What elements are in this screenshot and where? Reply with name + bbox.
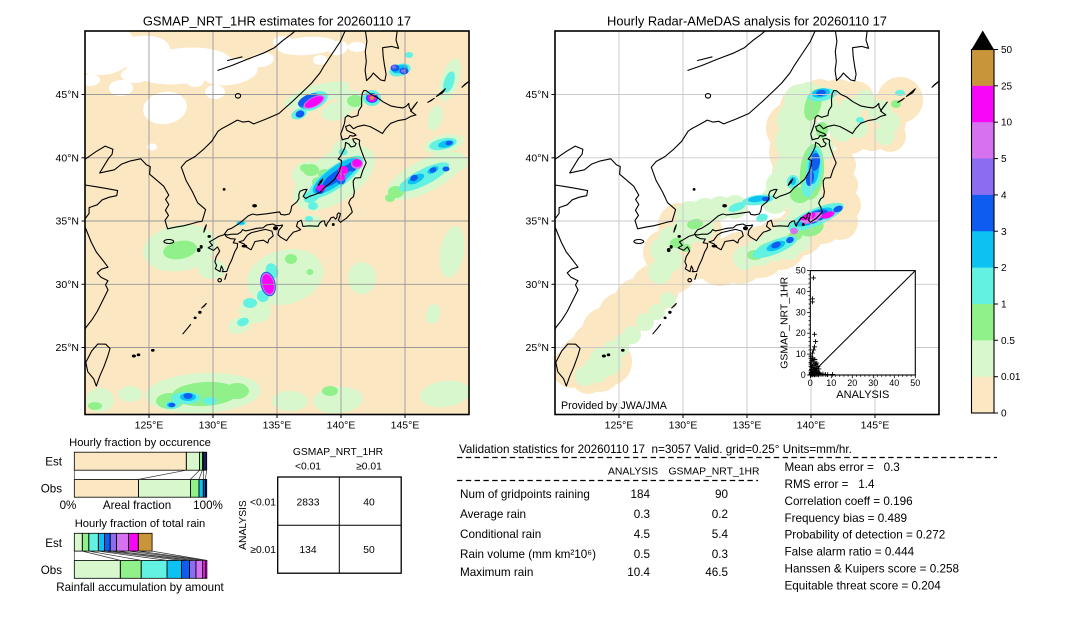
svg-text:40: 40 xyxy=(889,378,899,388)
svg-text:25°N: 25°N xyxy=(526,342,549,354)
svg-text:40°N: 40°N xyxy=(56,152,79,164)
svg-text:Hourly Radar-AMeDAS analysis f: Hourly Radar-AMeDAS analysis for 2026011… xyxy=(607,14,887,29)
svg-text:45°N: 45°N xyxy=(526,89,549,101)
svg-text:45°N: 45°N xyxy=(56,89,79,101)
svg-text:135°E: 135°E xyxy=(263,420,292,432)
svg-text:0: 0 xyxy=(801,370,806,380)
svg-text:145°E: 145°E xyxy=(391,420,420,432)
svg-text:Rain volume (mm km²10⁶): Rain volume (mm km²10⁶) xyxy=(460,548,596,561)
svg-text:Validation statistics for 2026: Validation statistics for 20260110 17 n=… xyxy=(459,443,852,456)
svg-text:145°E: 145°E xyxy=(861,420,890,432)
svg-text:100%: 100% xyxy=(193,499,223,512)
svg-text:4: 4 xyxy=(1001,190,1007,201)
svg-text:False alarm ratio = 0.444: False alarm ratio = 0.444 xyxy=(785,546,915,559)
svg-text:140°E: 140°E xyxy=(327,420,356,432)
svg-text:≥0.01: ≥0.01 xyxy=(356,462,382,473)
svg-text:25: 25 xyxy=(1001,81,1013,92)
svg-text:0.3: 0.3 xyxy=(634,508,650,521)
svg-text:30°N: 30°N xyxy=(56,279,79,291)
svg-text:140°E: 140°E xyxy=(797,420,826,432)
svg-text:50: 50 xyxy=(910,378,920,388)
svg-text:Frequency bias = 0.489: Frequency bias = 0.489 xyxy=(785,512,907,525)
svg-text:4.5: 4.5 xyxy=(634,528,651,541)
svg-text:GSMAP_NRT_1HR estimates for 20: GSMAP_NRT_1HR estimates for 20260110 17 xyxy=(143,14,411,29)
svg-text:Hourly fraction of total rain: Hourly fraction of total rain xyxy=(75,518,206,530)
svg-text:5.4: 5.4 xyxy=(712,528,729,541)
svg-text:Num of gridpoints raining: Num of gridpoints raining xyxy=(460,488,590,501)
svg-text:ANALYSIS: ANALYSIS xyxy=(238,500,249,550)
svg-text:GSMAP_NRT_1HR: GSMAP_NRT_1HR xyxy=(293,447,383,458)
svg-text:Areal fraction: Areal fraction xyxy=(103,499,171,512)
svg-text:10: 10 xyxy=(826,378,836,388)
svg-text:GSMAP_NRT_1HR: GSMAP_NRT_1HR xyxy=(778,276,790,368)
svg-text:Obs: Obs xyxy=(41,564,62,577)
svg-text:46.5: 46.5 xyxy=(705,566,728,579)
svg-text:Maximum rain: Maximum rain xyxy=(460,566,533,579)
svg-text:20: 20 xyxy=(847,378,857,388)
svg-text:50: 50 xyxy=(1001,45,1013,56)
svg-text:2833: 2833 xyxy=(297,498,320,509)
svg-text:<0.01: <0.01 xyxy=(250,498,276,509)
svg-text:Conditional rain: Conditional rain xyxy=(460,528,541,541)
svg-text:Hourly fraction by occurence: Hourly fraction by occurence xyxy=(69,437,211,449)
svg-text:30: 30 xyxy=(796,307,806,317)
svg-text:0: 0 xyxy=(808,378,813,388)
svg-text:25°N: 25°N xyxy=(56,342,79,354)
svg-text:RMS error = 1.4: RMS error = 1.4 xyxy=(785,478,875,491)
svg-text:20: 20 xyxy=(796,328,806,338)
svg-text:0.5: 0.5 xyxy=(634,548,651,561)
svg-text:Provided by JWA/JMA: Provided by JWA/JMA xyxy=(561,400,668,412)
svg-text:35°N: 35°N xyxy=(56,216,79,228)
svg-text:Correlation coeff = 0.196: Correlation coeff = 0.196 xyxy=(785,495,913,508)
svg-text:3: 3 xyxy=(1001,227,1007,238)
svg-text:35°N: 35°N xyxy=(526,216,549,228)
svg-text:Rainfall accumulation by amoun: Rainfall accumulation by amount xyxy=(56,581,224,594)
svg-text:Est: Est xyxy=(45,537,63,550)
svg-text:Average rain: Average rain xyxy=(460,508,526,521)
svg-text:0: 0 xyxy=(1001,409,1007,420)
svg-text:40: 40 xyxy=(796,287,806,297)
svg-text:0%: 0% xyxy=(60,499,77,512)
svg-text:90: 90 xyxy=(715,488,729,501)
svg-text:2: 2 xyxy=(1001,263,1007,274)
svg-text:10.4: 10.4 xyxy=(627,566,650,579)
svg-text:125°E: 125°E xyxy=(135,420,164,432)
svg-text:Mean abs error = 0.3: Mean abs error = 0.3 xyxy=(785,461,900,474)
svg-text:10: 10 xyxy=(1001,118,1013,129)
svg-text:130°E: 130°E xyxy=(669,420,698,432)
svg-text:40: 40 xyxy=(363,498,375,509)
svg-text:0.01: 0.01 xyxy=(1001,372,1021,383)
svg-text:Est: Est xyxy=(45,456,63,469)
svg-text:135°E: 135°E xyxy=(733,420,762,432)
svg-text:Obs: Obs xyxy=(41,483,62,496)
svg-text:0.3: 0.3 xyxy=(712,548,728,561)
svg-text:Equitable threat score = 0.204: Equitable threat score = 0.204 xyxy=(785,579,942,592)
svg-text:ANALYSIS: ANALYSIS xyxy=(836,389,889,401)
svg-text:<0.01: <0.01 xyxy=(295,462,321,473)
svg-text:5: 5 xyxy=(1001,154,1007,165)
svg-text:30: 30 xyxy=(868,378,878,388)
svg-text:1: 1 xyxy=(1001,300,1007,311)
svg-text:130°E: 130°E xyxy=(199,420,228,432)
svg-text:Probability of detection = 0.2: Probability of detection = 0.272 xyxy=(785,529,946,542)
svg-text:125°E: 125°E xyxy=(605,420,634,432)
svg-text:ANALYSIS: ANALYSIS xyxy=(608,467,658,478)
svg-text:10: 10 xyxy=(796,349,806,359)
svg-text:50: 50 xyxy=(796,266,806,276)
svg-text:184: 184 xyxy=(630,488,650,501)
svg-text:Hanssen & Kuipers score = 0.25: Hanssen & Kuipers score = 0.258 xyxy=(785,563,959,576)
svg-text:134: 134 xyxy=(299,545,316,556)
svg-text:≥0.01: ≥0.01 xyxy=(250,545,276,556)
svg-text:GSMAP_NRT_1HR: GSMAP_NRT_1HR xyxy=(668,467,760,478)
svg-text:50: 50 xyxy=(363,545,375,556)
svg-text:0.5: 0.5 xyxy=(1001,336,1015,347)
svg-text:40°N: 40°N xyxy=(526,152,549,164)
svg-text:30°N: 30°N xyxy=(526,279,549,291)
svg-text:0.2: 0.2 xyxy=(712,508,728,521)
